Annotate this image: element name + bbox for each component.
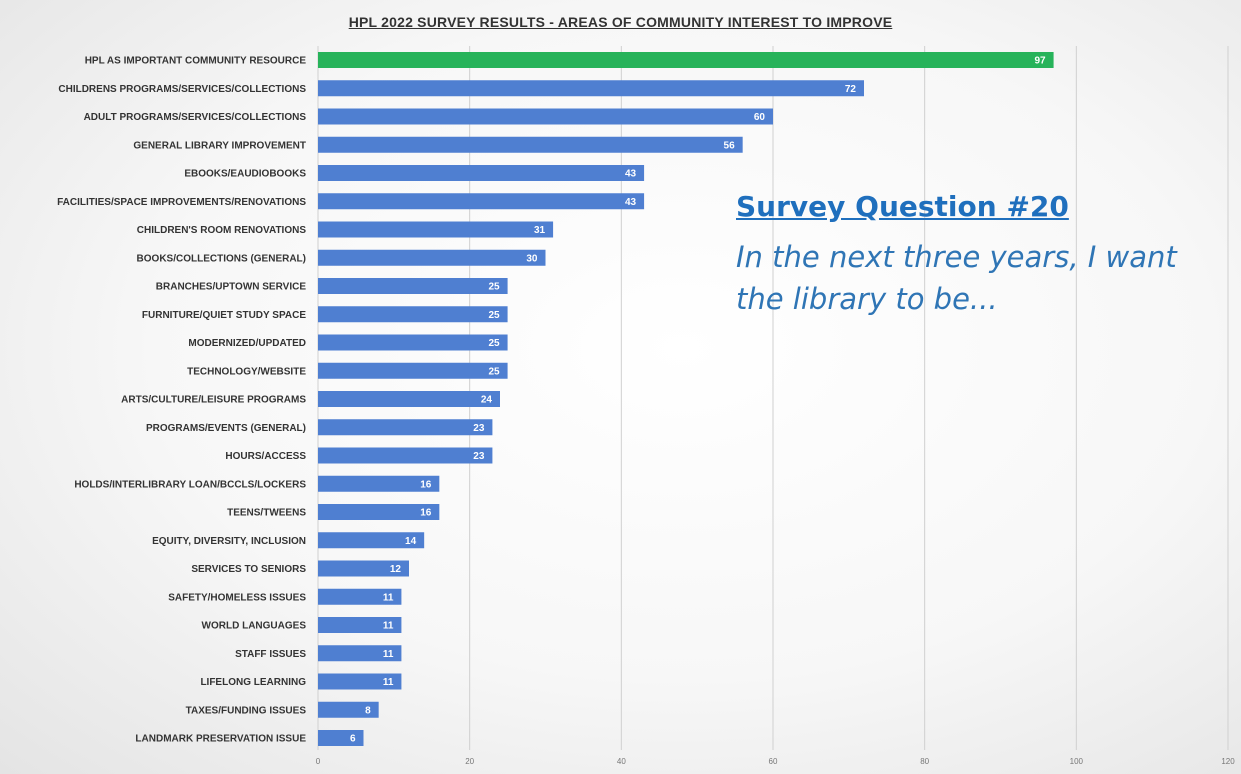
bar xyxy=(318,306,508,323)
x-tick-label: 80 xyxy=(920,757,929,766)
bar xyxy=(318,221,554,238)
category-label: EBOOKS/EAUDIOBOOKS xyxy=(184,169,306,180)
category-label: ADULT PROGRAMS/SERVICES/COLLECTIONS xyxy=(84,112,307,123)
value-label: 25 xyxy=(488,366,500,377)
value-label: 97 xyxy=(1034,56,1046,67)
bar xyxy=(318,588,402,605)
bars xyxy=(318,52,1054,746)
category-label: HPL AS IMPORTANT COMMUNITY RESOURCE xyxy=(85,56,307,67)
category-label: MODERNIZED/UPDATED xyxy=(188,338,306,349)
bar xyxy=(318,362,508,379)
chart-title: HPL 2022 SURVEY RESULTS - AREAS OF COMMU… xyxy=(348,14,893,30)
value-label: 11 xyxy=(383,677,394,688)
value-label: 8 xyxy=(365,705,371,716)
x-axis-ticks: 0 20 40 60 80 100 120 xyxy=(316,757,1235,766)
x-tick-label: 100 xyxy=(1070,757,1084,766)
bar xyxy=(318,532,425,549)
category-label: CHILDRENS PROGRAMS/SERVICES/COLLECTIONS xyxy=(58,84,306,95)
category-labels: HPL AS IMPORTANT COMMUNITY RESOURCE CHILD… xyxy=(57,56,306,745)
bar xyxy=(318,334,508,351)
survey-question-text: In the next three years, I want the libr… xyxy=(736,240,1177,316)
bar xyxy=(318,136,743,153)
bar xyxy=(318,701,379,718)
category-label: FURNITURE/QUIET STUDY SPACE xyxy=(142,310,306,321)
value-label: 12 xyxy=(390,564,402,575)
bar xyxy=(318,193,645,210)
value-label: 14 xyxy=(405,536,417,547)
bar xyxy=(318,391,500,407)
category-label: SAFETY/HOMELESS ISSUES xyxy=(168,592,306,603)
bar xyxy=(318,560,409,577)
category-label: GENERAL LIBRARY IMPROVEMENT xyxy=(133,140,306,151)
bar xyxy=(318,673,402,690)
value-label: 11 xyxy=(383,649,394,660)
category-label: TAXES/FUNDING ISSUES xyxy=(186,705,307,716)
value-label: 72 xyxy=(845,84,857,95)
value-label: 11 xyxy=(383,592,394,603)
survey-question-heading: Survey Question #20 xyxy=(736,190,1069,223)
value-label: 25 xyxy=(488,338,500,349)
x-tick-label: 40 xyxy=(617,757,626,766)
bar xyxy=(318,645,402,662)
category-label: BOOKS/COLLECTIONS (GENERAL) xyxy=(137,253,306,264)
value-label: 11 xyxy=(383,621,394,632)
category-label: HOURS/ACCESS xyxy=(225,451,306,462)
value-label: 25 xyxy=(488,310,500,321)
category-label: HOLDS/INTERLIBRARY LOAN/BCCLS/LOCKERS xyxy=(74,479,306,490)
value-label: 56 xyxy=(724,140,736,151)
category-label: EQUITY, DIVERSITY, INCLUSION xyxy=(152,536,306,547)
value-labels: 97 72 60 56 43 43 31 30 25 25 25 25 24 23 23 16 16 14 12 11… xyxy=(350,56,1046,745)
value-label: 24 xyxy=(481,395,493,406)
bar xyxy=(318,80,864,97)
category-label: BRANCHES/UPTOWN SERVICE xyxy=(156,282,307,293)
bar xyxy=(318,504,440,520)
bar xyxy=(318,249,546,266)
value-label: 16 xyxy=(420,508,432,519)
category-label: SERVICES TO SENIORS xyxy=(191,564,306,575)
x-tick-label: 20 xyxy=(465,757,474,766)
x-tick-label: 0 xyxy=(316,757,321,766)
category-label: STAFF ISSUES xyxy=(235,649,306,660)
bar xyxy=(318,419,493,436)
x-tick-label: 120 xyxy=(1221,757,1235,766)
value-label: 23 xyxy=(473,451,485,462)
category-label: TECHNOLOGY/WEBSITE xyxy=(187,366,306,377)
value-label: 31 xyxy=(534,225,546,236)
category-label: WORLD LANGUAGES xyxy=(202,621,307,632)
category-label: ARTS/CULTURE/LEISURE PROGRAMS xyxy=(121,395,306,406)
bar xyxy=(318,108,773,125)
bar xyxy=(318,730,364,746)
value-label: 25 xyxy=(488,282,500,293)
value-label: 30 xyxy=(526,253,538,264)
bar xyxy=(318,447,493,464)
category-label: LIFELONG LEARNING xyxy=(200,677,306,688)
bar xyxy=(318,617,402,633)
bar xyxy=(318,475,440,492)
category-label: PROGRAMS/EVENTS (GENERAL) xyxy=(146,423,306,434)
category-label: CHILDREN'S ROOM RENOVATIONS xyxy=(137,225,307,236)
value-label: 43 xyxy=(625,197,637,208)
bar xyxy=(318,278,508,294)
value-label: 60 xyxy=(754,112,766,123)
value-label: 6 xyxy=(350,734,356,745)
category-label: FACILITIES/SPACE IMPROVEMENTS/RENOVATION… xyxy=(57,197,306,208)
category-label: LANDMARK PRESERVATION ISSUE xyxy=(135,734,306,745)
value-label: 23 xyxy=(473,423,485,434)
bar xyxy=(318,165,645,181)
x-tick-label: 60 xyxy=(769,757,778,766)
value-label: 43 xyxy=(625,169,637,180)
category-label: TEENS/TWEENS xyxy=(227,508,306,519)
bar xyxy=(318,52,1054,68)
value-label: 16 xyxy=(420,479,432,490)
